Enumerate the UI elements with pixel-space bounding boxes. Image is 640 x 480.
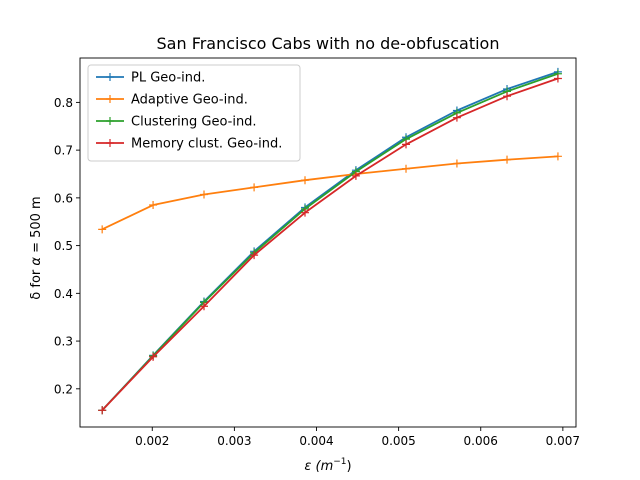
x-tick-label: 0.002 <box>135 434 169 448</box>
legend-marker <box>106 117 114 125</box>
data-point <box>250 183 259 192</box>
y-tick-label: 0.6 <box>54 191 73 205</box>
y-tick-label: 0.7 <box>54 144 73 158</box>
legend-marker <box>106 139 114 147</box>
data-point <box>351 171 360 180</box>
legend-entry-label: Clustering Geo-ind. <box>131 115 257 130</box>
data-point <box>301 208 310 217</box>
x-tick-label: 0.005 <box>381 434 415 448</box>
data-point <box>98 225 107 234</box>
x-axis-label-end: ) <box>347 459 352 474</box>
y-axis-label-main: δ for <box>29 266 44 300</box>
x-axis: 0.002 0.003 0.004 0.005 0.006 0.007 <box>135 427 580 448</box>
data-point <box>452 113 461 122</box>
series-line-3 <box>101 77 559 411</box>
x-tick-label: 0.006 <box>464 434 498 448</box>
x-axis-label-exponent: −1 <box>333 457 346 467</box>
data-point <box>250 251 259 260</box>
data-point <box>200 190 208 199</box>
y-axis-label: δ for α = 500 m <box>29 196 44 299</box>
data-point <box>301 176 310 185</box>
y-axis: 0.2 0.3 0.4 0.5 0.6 0.7 0.8 <box>54 96 80 396</box>
y-axis-label-alpha: α <box>29 257 44 266</box>
x-tick-label: 0.004 <box>299 434 333 448</box>
data-point <box>98 406 107 415</box>
plot-area <box>79 57 577 428</box>
data-point <box>402 140 411 149</box>
y-tick-label: 0.5 <box>54 239 73 253</box>
data-point <box>553 152 562 161</box>
legend-entry-label: Memory clust. Geo-ind. <box>131 137 282 152</box>
y-tick-label: 0.4 <box>54 287 73 301</box>
series-line-1 <box>101 155 558 231</box>
data-point <box>149 352 158 361</box>
data-point <box>402 164 411 173</box>
data-point <box>503 92 512 101</box>
y-tick-label: 0.2 <box>54 382 73 396</box>
chart-title: San Francisco Cabs with no de-obfuscatio… <box>157 34 500 53</box>
plot-frame <box>79 57 577 428</box>
y-tick-label: 0.3 <box>54 335 73 349</box>
legend: PL Geo-ind. Adaptive Geo-ind. Clustering G… <box>87 64 301 162</box>
legend-box <box>87 64 301 162</box>
data-point <box>503 155 512 164</box>
x-axis-label-main: ε (m <box>304 459 333 474</box>
legend-entry-label: Adaptive Geo-ind. <box>131 93 248 108</box>
y-axis-label-end: = 500 m <box>29 196 44 257</box>
y-tick-label: 0.8 <box>54 96 73 110</box>
x-tick-label: 0.003 <box>217 434 251 448</box>
series-line-2 <box>101 72 559 411</box>
data-point <box>553 74 562 83</box>
legend-marker <box>106 95 114 103</box>
data-point <box>149 201 158 210</box>
legend-marker <box>106 73 114 81</box>
legend-entry-label: PL Geo-ind. <box>131 71 205 86</box>
x-axis-label: ε (m−1) <box>304 457 351 474</box>
x-tick-label: 0.007 <box>546 434 580 448</box>
data-point <box>200 302 208 311</box>
data-point <box>452 159 461 168</box>
